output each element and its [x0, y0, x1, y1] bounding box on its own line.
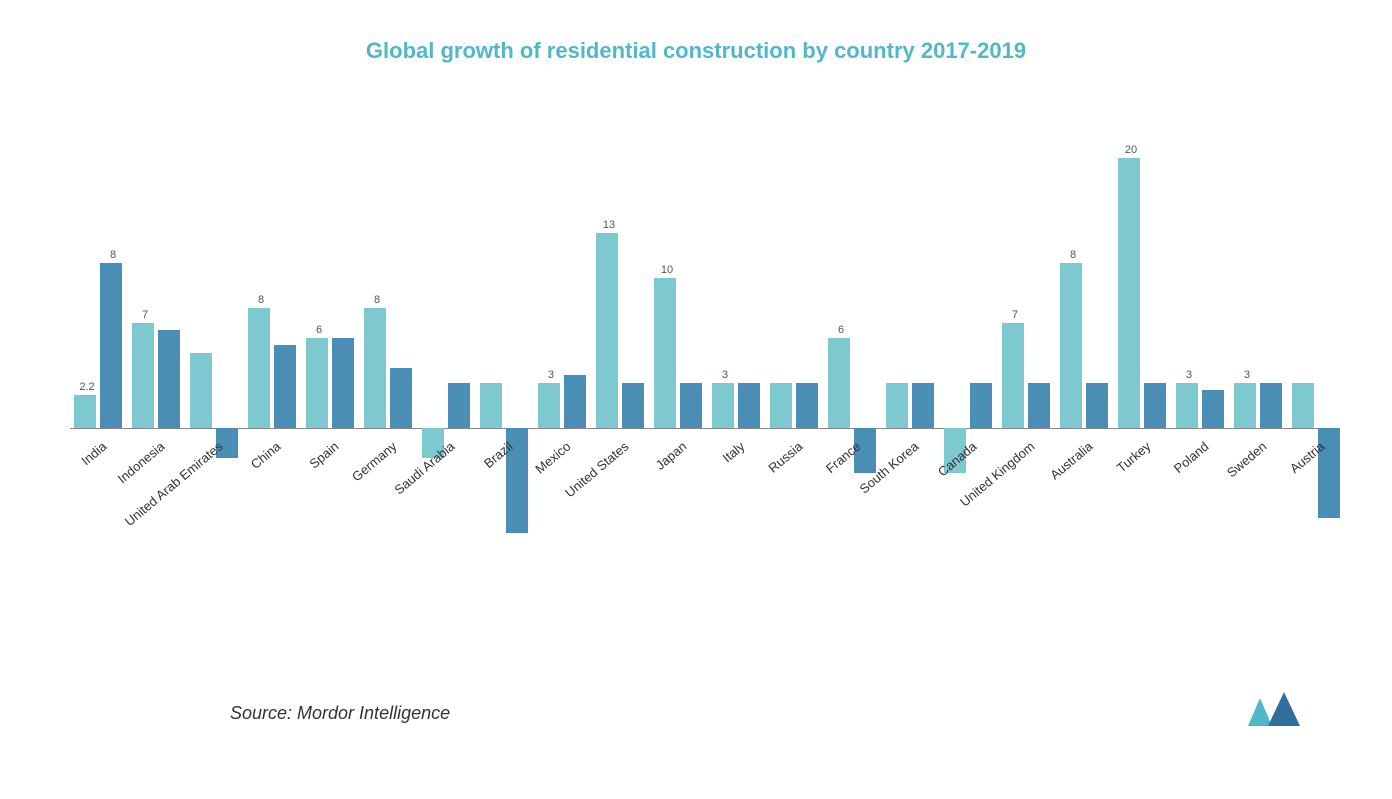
bar-group: 3Mexico	[534, 100, 592, 520]
bar	[1234, 383, 1256, 428]
value-label: 6	[299, 324, 339, 336]
bar-group: Canada	[940, 100, 998, 520]
bar	[448, 383, 470, 428]
bar	[680, 383, 702, 428]
bar-group: 13United States	[592, 100, 650, 520]
bar-group: 20Turkey	[1114, 100, 1172, 520]
bar	[712, 383, 734, 428]
bar	[970, 383, 992, 428]
bar	[828, 338, 850, 428]
value-label: 8	[1053, 249, 1093, 261]
bar	[912, 383, 934, 428]
category-label: China	[244, 434, 284, 472]
bar	[1118, 158, 1140, 428]
bar-group: 3Sweden	[1230, 100, 1288, 520]
bar	[1202, 390, 1224, 428]
category-label: Italy	[716, 434, 748, 465]
value-label: 7	[125, 309, 165, 321]
category-label: Turkey	[1110, 434, 1154, 475]
plot-area: 2.28India7IndonesiaUnited Arab Emirates8…	[70, 100, 1322, 520]
bar	[274, 345, 296, 428]
bar	[100, 263, 122, 428]
value-label: 13	[589, 219, 629, 231]
bar-group: Austria	[1288, 100, 1346, 520]
bar	[480, 383, 502, 428]
value-label: 7	[995, 309, 1035, 321]
bar	[158, 330, 180, 428]
bar-group: 6 Spain	[302, 100, 360, 520]
bar-group: Saudi Arabia	[418, 100, 476, 520]
bar-group: 3Poland	[1172, 100, 1230, 520]
value-label: 3	[1169, 369, 1209, 381]
bar	[332, 338, 354, 428]
category-label: India	[74, 434, 109, 468]
bar	[1260, 383, 1282, 428]
bar	[74, 395, 96, 428]
value-label: 6	[821, 324, 861, 336]
bar-group: Russia	[766, 100, 824, 520]
bar	[796, 383, 818, 428]
value-label: 20	[1111, 144, 1151, 156]
bar	[132, 323, 154, 428]
bar-group: 7United Kingdom	[998, 100, 1056, 520]
category-label: Mexico	[528, 434, 573, 477]
bar	[596, 233, 618, 428]
bar-group: 8Australia	[1056, 100, 1114, 520]
bar	[1028, 383, 1050, 428]
bar	[654, 278, 676, 428]
bar-group: 2.28India	[70, 100, 128, 520]
bar	[364, 308, 386, 428]
bar	[190, 353, 212, 428]
category-label: Japan	[649, 434, 690, 473]
bar	[564, 375, 586, 428]
value-label: 3	[705, 369, 745, 381]
category-label: Spain	[303, 434, 342, 471]
brand-logo	[1246, 688, 1302, 728]
bar	[538, 383, 560, 428]
bar	[248, 308, 270, 428]
bar-group: 10 Japan	[650, 100, 708, 520]
bar-group: South Korea	[882, 100, 940, 520]
bar-group: 7Indonesia	[128, 100, 186, 520]
value-label: 3	[1227, 369, 1267, 381]
category-label: Poland	[1167, 434, 1212, 476]
value-label: 8	[357, 294, 397, 306]
bar	[770, 383, 792, 428]
category-label: Russia	[762, 434, 806, 476]
source-label: Source: Mordor Intelligence	[230, 703, 450, 724]
bar	[886, 383, 908, 428]
bar	[390, 368, 412, 428]
bar	[306, 338, 328, 428]
value-label: 8	[93, 249, 133, 261]
bar	[1176, 383, 1198, 428]
bar-group: 6France	[824, 100, 882, 520]
bar-group: Brazil	[476, 100, 534, 520]
value-label: 10	[647, 264, 687, 276]
bar	[1144, 383, 1166, 428]
bar-group: 3 Italy	[708, 100, 766, 520]
value-label: 8	[241, 294, 281, 306]
chart-title: Global growth of residential constructio…	[40, 20, 1352, 64]
bar	[1060, 263, 1082, 428]
bar	[1002, 323, 1024, 428]
bar	[622, 383, 644, 428]
bar	[1292, 383, 1314, 428]
bar-group: United Arab Emirates	[186, 100, 244, 520]
bar	[1318, 428, 1340, 518]
bar-group: 8Germany	[360, 100, 418, 520]
bar	[738, 383, 760, 428]
bar-group: 8 China	[244, 100, 302, 520]
bar	[1086, 383, 1108, 428]
chart-container: Global growth of residential constructio…	[40, 20, 1352, 760]
